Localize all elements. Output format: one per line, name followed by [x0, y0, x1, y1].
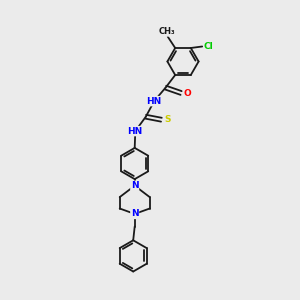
Text: N: N: [131, 181, 139, 190]
Text: N: N: [131, 209, 139, 218]
Text: Cl: Cl: [204, 42, 214, 51]
Text: CH₃: CH₃: [159, 27, 176, 36]
Text: HN: HN: [146, 97, 161, 106]
Text: S: S: [164, 115, 171, 124]
Text: O: O: [183, 88, 191, 98]
Text: HN: HN: [127, 127, 142, 136]
